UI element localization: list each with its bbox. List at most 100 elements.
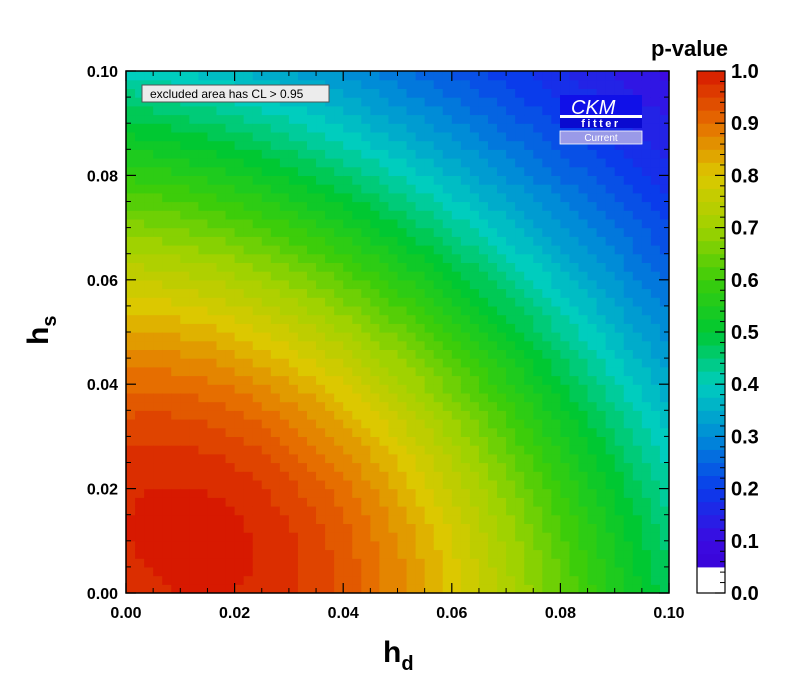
heatmap-cell <box>171 549 181 559</box>
heatmap-cell <box>424 323 435 333</box>
heatmap-cell <box>641 210 652 220</box>
heatmap-cell <box>542 323 552 333</box>
heatmap-cell <box>153 201 163 211</box>
heatmap-cell <box>506 358 516 368</box>
heatmap-cell <box>343 427 353 437</box>
heatmap-cell <box>243 575 254 585</box>
heatmap-cell <box>488 349 498 359</box>
heatmap-cell <box>515 384 525 394</box>
heatmap-cell <box>135 566 145 577</box>
ckmfitter-logo: CKM fitter Current <box>559 95 643 145</box>
heatmap-cell <box>569 419 580 429</box>
heatmap-cell <box>478 271 489 281</box>
heatmap-cell <box>460 332 471 342</box>
heatmap-cell <box>288 105 299 116</box>
colorbar-tick-label: 0.7 <box>731 218 759 240</box>
heatmap-cell <box>605 140 616 150</box>
heatmap-cell <box>551 71 561 81</box>
heatmap-cell <box>659 332 669 342</box>
heatmap-cell <box>614 245 625 255</box>
heatmap-cell <box>198 575 209 585</box>
heatmap-cell <box>162 419 172 429</box>
heatmap-cell <box>270 71 281 81</box>
heatmap-cell <box>542 210 552 220</box>
heatmap-cell <box>135 114 145 124</box>
heatmap-cell <box>162 140 172 150</box>
heatmap-cell <box>316 401 326 411</box>
heatmap-cell <box>524 105 534 116</box>
heatmap-cell <box>614 479 625 490</box>
heatmap-cell <box>469 584 480 593</box>
heatmap-cell <box>180 401 190 411</box>
heatmap-cell <box>569 271 580 281</box>
heatmap-cell <box>126 253 136 263</box>
heatmap-cell <box>297 201 308 211</box>
heatmap-cell <box>252 410 263 420</box>
heatmap-cell <box>515 401 525 411</box>
heatmap-cell <box>207 236 218 246</box>
heatmap-cell <box>497 584 507 593</box>
heatmap-cell <box>524 271 534 281</box>
heatmap-cell <box>397 514 408 524</box>
heatmap-cell <box>334 158 344 168</box>
heatmap-cell <box>243 245 254 255</box>
heatmap-cell <box>171 184 181 194</box>
heatmap-cell <box>207 340 218 350</box>
heatmap-cell <box>162 558 172 568</box>
heatmap-cell <box>650 375 661 385</box>
heatmap-cell <box>641 532 652 542</box>
heatmap-cell <box>243 253 254 263</box>
heatmap-cell <box>135 575 145 585</box>
heatmap-cell <box>524 288 534 298</box>
heatmap-cell <box>641 140 652 150</box>
heatmap-cell <box>252 192 263 203</box>
heatmap-cell <box>370 453 380 464</box>
heatmap-cell <box>560 514 571 524</box>
heatmap-cell <box>433 419 444 429</box>
heatmap-cell <box>261 279 272 290</box>
heatmap-cell <box>542 575 552 585</box>
heatmap-cell <box>578 305 589 316</box>
heatmap-cell <box>171 323 181 333</box>
heatmap-cell <box>451 201 462 211</box>
heatmap-cell <box>135 314 145 324</box>
heatmap-cell <box>659 262 669 272</box>
heatmap-cell <box>144 523 154 533</box>
heatmap-cell <box>551 114 561 124</box>
heatmap-cell <box>524 140 534 150</box>
heatmap-cell <box>126 166 136 176</box>
heatmap-cell <box>650 558 661 568</box>
heatmap-cell <box>488 71 498 81</box>
heatmap-cell <box>596 392 607 403</box>
heatmap-cell <box>605 506 616 516</box>
heatmap-cell <box>180 105 190 116</box>
heatmap-cell <box>243 166 254 176</box>
heatmap-cell <box>270 497 281 507</box>
heatmap-cell <box>524 97 534 107</box>
heatmap-cell <box>560 245 571 255</box>
heatmap-cell <box>542 71 552 81</box>
heatmap-cell <box>460 288 471 298</box>
heatmap-cell <box>216 158 227 168</box>
heatmap-cell <box>252 279 263 290</box>
heatmap-cell <box>198 236 209 246</box>
heatmap-cell <box>623 392 634 403</box>
heatmap-cell <box>542 540 552 551</box>
heatmap-cell <box>288 453 299 464</box>
heatmap-cell <box>153 297 163 307</box>
heatmap-cell <box>162 523 172 533</box>
heatmap-cell <box>171 314 181 324</box>
heatmap-cell <box>488 506 498 516</box>
heatmap-cell <box>216 514 227 524</box>
legend-text: excluded area has CL > 0.95 <box>150 87 304 101</box>
heatmap-cell <box>243 262 254 272</box>
heatmap-cell <box>560 166 571 176</box>
heatmap-cell <box>641 366 652 377</box>
heatmap-cell <box>361 479 371 490</box>
heatmap-cell <box>397 149 408 159</box>
heatmap-cell <box>623 549 634 559</box>
heatmap-cell <box>605 549 616 559</box>
heatmap-cell <box>216 392 227 403</box>
heatmap-cell <box>551 184 561 194</box>
heatmap-cell <box>379 462 390 472</box>
